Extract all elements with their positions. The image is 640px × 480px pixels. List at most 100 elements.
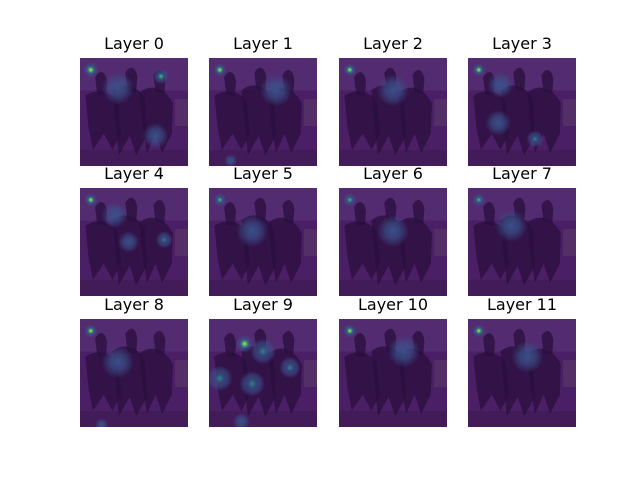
attention-hotspot [101, 72, 134, 105]
heatmap-svg [209, 58, 317, 166]
background-band [434, 229, 447, 257]
silhouette-shape [344, 352, 381, 411]
background-band [304, 360, 317, 388]
silhouette-shape [268, 217, 302, 284]
silhouette-shape [224, 72, 236, 96]
panel-title: Layer 7 [492, 164, 552, 183]
panel-title: Layer 5 [233, 164, 293, 183]
background-band [434, 99, 447, 127]
silhouette-shape [473, 352, 510, 411]
attention-hotspot [511, 340, 544, 373]
panel-title: Layer 11 [486, 295, 558, 314]
attention-hotspot [259, 74, 293, 107]
silhouette-shape [282, 330, 295, 355]
heatmap-svg [80, 58, 188, 166]
silhouette-shape [483, 202, 495, 226]
attention-hotspot [83, 62, 99, 78]
attention-hotspot [153, 68, 169, 84]
attention-hotspot [213, 193, 227, 207]
background-band [563, 360, 576, 388]
background-band [434, 360, 447, 388]
silhouette-shape [354, 202, 366, 226]
attention-heatmap-panel [209, 188, 317, 296]
background-band [468, 279, 576, 296]
background-band [175, 229, 188, 257]
attention-hotspot [142, 122, 169, 149]
background-band [339, 149, 447, 166]
silhouette-shape [541, 199, 554, 224]
attention-hotspot [487, 72, 514, 98]
silhouette-shape [500, 85, 535, 156]
attention-hotspot [84, 193, 98, 207]
silhouette-shape [125, 328, 138, 354]
attention-hotspot [343, 193, 357, 207]
panel-title: Layer 6 [363, 164, 423, 183]
attention-heatmap-panel [209, 58, 317, 166]
heatmap-svg [468, 58, 576, 166]
silhouette-shape [153, 199, 166, 224]
silhouette-shape [513, 67, 526, 93]
attention-heatmap-panel [468, 188, 576, 296]
attention-hotspot [209, 365, 233, 392]
background-band [209, 410, 317, 427]
panel-title: Layer 8 [104, 295, 164, 314]
panel-title: Layer 9 [233, 295, 293, 314]
silhouette-shape [344, 221, 381, 280]
panel-title: Layer 10 [357, 295, 429, 314]
attention-hotspot [250, 338, 276, 365]
attention-heatmap-panel [80, 188, 188, 296]
attention-hotspot [101, 202, 128, 228]
background-band [304, 229, 317, 257]
attention-hotspot [213, 63, 227, 77]
silhouette-shape [125, 197, 138, 223]
background-band [468, 149, 576, 166]
heatmap-svg [80, 319, 188, 427]
panel-title: Layer 0 [104, 34, 164, 53]
background-band [339, 410, 447, 427]
attention-hotspot [495, 209, 528, 242]
silhouette-shape [541, 330, 554, 355]
attention-hotspot [387, 335, 420, 368]
attention-hotspot [279, 356, 301, 379]
silhouette-shape [483, 333, 495, 357]
silhouette-shape [541, 69, 554, 94]
attention-hotspot [472, 324, 486, 338]
attention-heatmap-panel [80, 58, 188, 166]
background-band [175, 360, 188, 388]
attention-heatmap-panel [339, 188, 447, 296]
attention-hotspot [236, 335, 254, 353]
background-band [80, 149, 188, 166]
attention-hotspot [117, 231, 140, 253]
silhouette-shape [139, 348, 173, 415]
heatmap-svg [339, 188, 447, 296]
attention-hotspot [376, 74, 410, 107]
background-band [468, 410, 576, 427]
heatmap-svg [339, 58, 447, 166]
attention-hotspot [376, 215, 410, 248]
silhouette-shape [398, 87, 432, 154]
background-band [209, 279, 317, 296]
silhouette-shape [527, 217, 561, 284]
silhouette-shape [344, 91, 381, 150]
attention-hotspot [232, 412, 251, 427]
panel-title: Layer 1 [233, 34, 293, 53]
attention-hotspot [236, 215, 269, 248]
attention-hotspot [343, 324, 357, 338]
attention-hotspot [84, 324, 98, 338]
background-band [304, 99, 317, 127]
panel-title: Layer 4 [104, 164, 164, 183]
panel-title: Layer 3 [492, 34, 552, 53]
background-band [175, 99, 188, 127]
heatmap-svg [468, 319, 576, 427]
heatmap-svg [80, 188, 188, 296]
attention-hotspot [239, 370, 266, 397]
attention-hotspot [526, 130, 544, 148]
silhouette-shape [224, 202, 236, 226]
attention-heatmap-panel [468, 58, 576, 166]
panel-title: Layer 2 [363, 34, 423, 53]
heatmap-svg [209, 319, 317, 427]
attention-heatmap-panel [80, 319, 188, 427]
attention-hotspot [472, 193, 486, 207]
silhouette-shape [412, 69, 425, 94]
